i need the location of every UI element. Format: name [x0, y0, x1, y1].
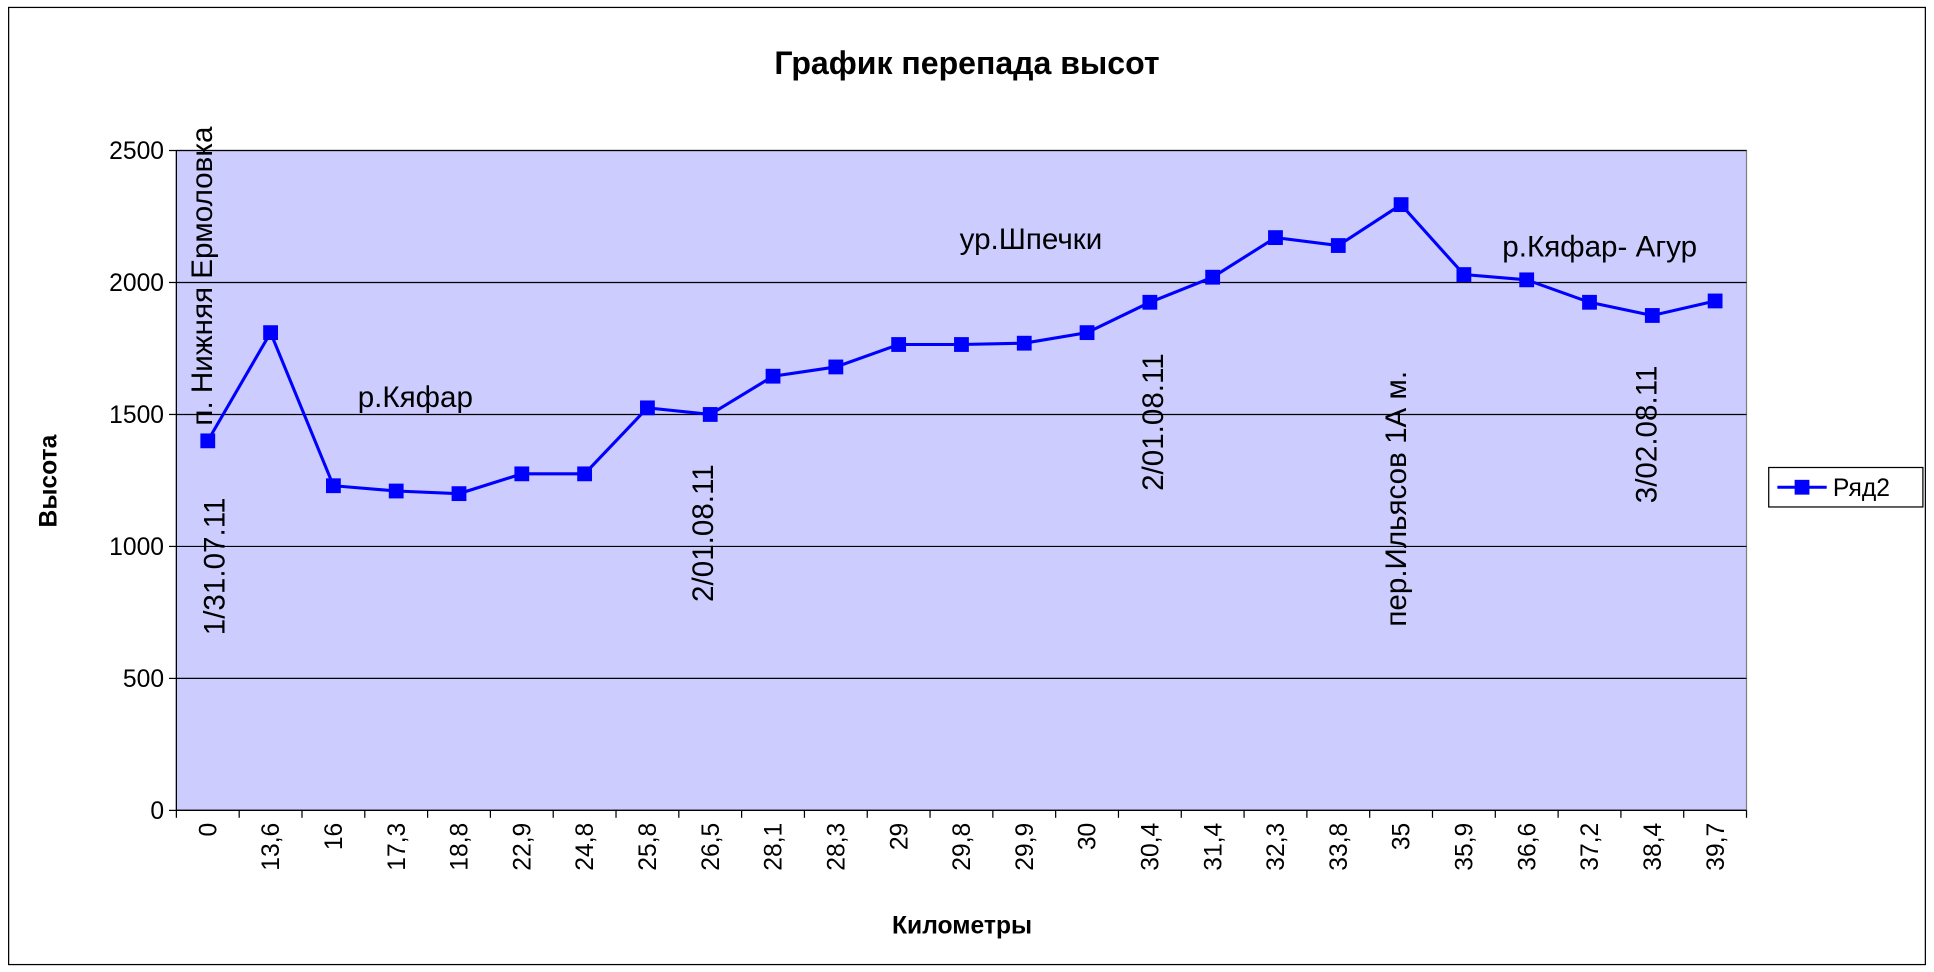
x-tick-label: 0	[195, 823, 222, 837]
data-point	[325, 478, 341, 494]
data-point	[451, 486, 467, 502]
data-point	[954, 337, 969, 352]
plot-area	[175, 149, 1748, 812]
x-tick-label: 29,8	[949, 823, 976, 871]
y-tick-label: 500	[123, 666, 164, 693]
x-tick-label: 16	[321, 823, 348, 850]
data-point	[263, 325, 278, 341]
data-point	[765, 368, 781, 384]
annotation: ур.Шпечки	[960, 223, 1103, 256]
data-point	[828, 359, 844, 375]
legend: Ряд2	[1768, 466, 1924, 508]
y-tick-label: 1500	[109, 402, 164, 429]
x-tick-label: 22,9	[509, 823, 536, 871]
data-point	[1707, 293, 1723, 309]
x-axis-title: Километры	[892, 913, 1032, 940]
annotation: 1/31.07.11	[198, 498, 231, 636]
data-point	[1519, 272, 1535, 288]
data-point	[1582, 294, 1597, 310]
data-point	[1644, 308, 1660, 323]
annotation: 2/01.08.11	[687, 464, 720, 602]
data-point	[577, 466, 593, 482]
data-point	[1268, 230, 1283, 246]
legend-marker	[1794, 479, 1810, 495]
x-tick-label: 17,3	[384, 823, 411, 871]
annotation: р.Кяфар	[358, 381, 473, 414]
annotation: 3/02.08.11	[1630, 366, 1663, 504]
x-tick-label: 37,2	[1577, 823, 1604, 871]
legend-label: Ряд2	[1833, 475, 1890, 502]
x-tick-label: 28,3	[823, 823, 850, 871]
chart-title: График перепада высот	[774, 45, 1159, 81]
data-point	[1456, 267, 1472, 282]
x-tick-label: 30,4	[1138, 823, 1165, 871]
data-point	[640, 400, 655, 416]
y-tick-label: 2500	[109, 138, 164, 165]
data-point	[891, 337, 907, 352]
annotation: пер.Ильясов 1А м.	[1380, 371, 1413, 627]
y-tick-label: 2000	[109, 270, 164, 297]
x-tick-label: 31,4	[1200, 823, 1227, 871]
x-tick-label: 30	[1075, 823, 1102, 850]
y-tick-label: 1000	[109, 534, 164, 561]
data-point	[1330, 238, 1346, 253]
x-tick-label: 18,8	[447, 823, 474, 871]
x-tick-label: 25,8	[635, 823, 662, 871]
data-point	[514, 466, 530, 482]
x-tick-label: 13,6	[258, 823, 285, 871]
annotation: п. Нижняя Ермоловка	[186, 126, 219, 426]
data-point	[702, 407, 718, 422]
data-point	[1079, 325, 1095, 341]
x-tick-label: 28,1	[761, 823, 788, 871]
x-tick-label: 39,7	[1703, 823, 1730, 871]
data-point	[1393, 197, 1409, 213]
x-tick-label: 35	[1389, 823, 1416, 850]
x-tick-label: 33,8	[1326, 823, 1353, 871]
annotation: 2/01.08.11	[1137, 353, 1170, 491]
x-tick-label: 24,8	[572, 823, 599, 871]
annotation: р.Кяфар- Агур	[1502, 231, 1697, 264]
data-point	[1205, 269, 1221, 285]
data-point	[200, 433, 216, 449]
x-tick-label: 29	[886, 823, 913, 850]
x-tick-label: 35,9	[1452, 823, 1479, 871]
x-tick-label: 26,5	[698, 823, 725, 871]
y-axis-title: Высота	[36, 434, 63, 527]
y-tick-label: 0	[150, 798, 164, 825]
x-tick-label: 29,9	[1012, 823, 1039, 871]
data-point	[1016, 335, 1032, 351]
data-point	[388, 483, 404, 499]
x-tick-label: 32,3	[1263, 823, 1290, 871]
data-point	[1142, 294, 1158, 310]
x-tick-label: 38,4	[1640, 823, 1667, 871]
x-tick-label: 36,6	[1514, 823, 1541, 871]
